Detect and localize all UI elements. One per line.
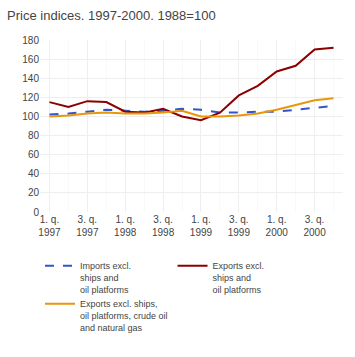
svg-text:160: 160 bbox=[22, 54, 39, 65]
svg-text:80: 80 bbox=[28, 130, 40, 141]
svg-text:120: 120 bbox=[22, 92, 39, 103]
svg-text:Exports excl.ships andoil plat: Exports excl.ships andoil platforms bbox=[213, 261, 265, 294]
svg-text:Price indices. 1997-2000. 1988: Price indices. 1997-2000. 1988=100 bbox=[7, 8, 216, 23]
svg-text:3. q.1997: 3. q.1997 bbox=[76, 214, 99, 238]
svg-text:3. q.1998: 3. q.1998 bbox=[152, 214, 175, 238]
svg-text:180: 180 bbox=[22, 35, 39, 46]
svg-text:0: 0 bbox=[33, 207, 39, 218]
svg-text:1. q.1998: 1. q.1998 bbox=[114, 214, 137, 238]
svg-text:40: 40 bbox=[28, 168, 40, 179]
svg-text:60: 60 bbox=[28, 149, 40, 160]
svg-text:3. q.2000: 3. q.2000 bbox=[303, 214, 326, 238]
svg-text:1. q.2000: 1. q.2000 bbox=[266, 214, 289, 238]
svg-text:140: 140 bbox=[22, 73, 39, 84]
svg-text:Exports excl. ships,oil platfo: Exports excl. ships,oil platforms, crude… bbox=[80, 299, 168, 332]
svg-text:Imports excl.ships andoil plat: Imports excl.ships andoil platforms bbox=[80, 261, 131, 294]
svg-text:100: 100 bbox=[22, 111, 39, 122]
svg-text:1. q.1997: 1. q.1997 bbox=[38, 214, 61, 238]
svg-text:3. q.1999: 3. q.1999 bbox=[228, 214, 251, 238]
svg-text:1. q.1999: 1. q.1999 bbox=[190, 214, 213, 238]
svg-text:20: 20 bbox=[28, 187, 40, 198]
